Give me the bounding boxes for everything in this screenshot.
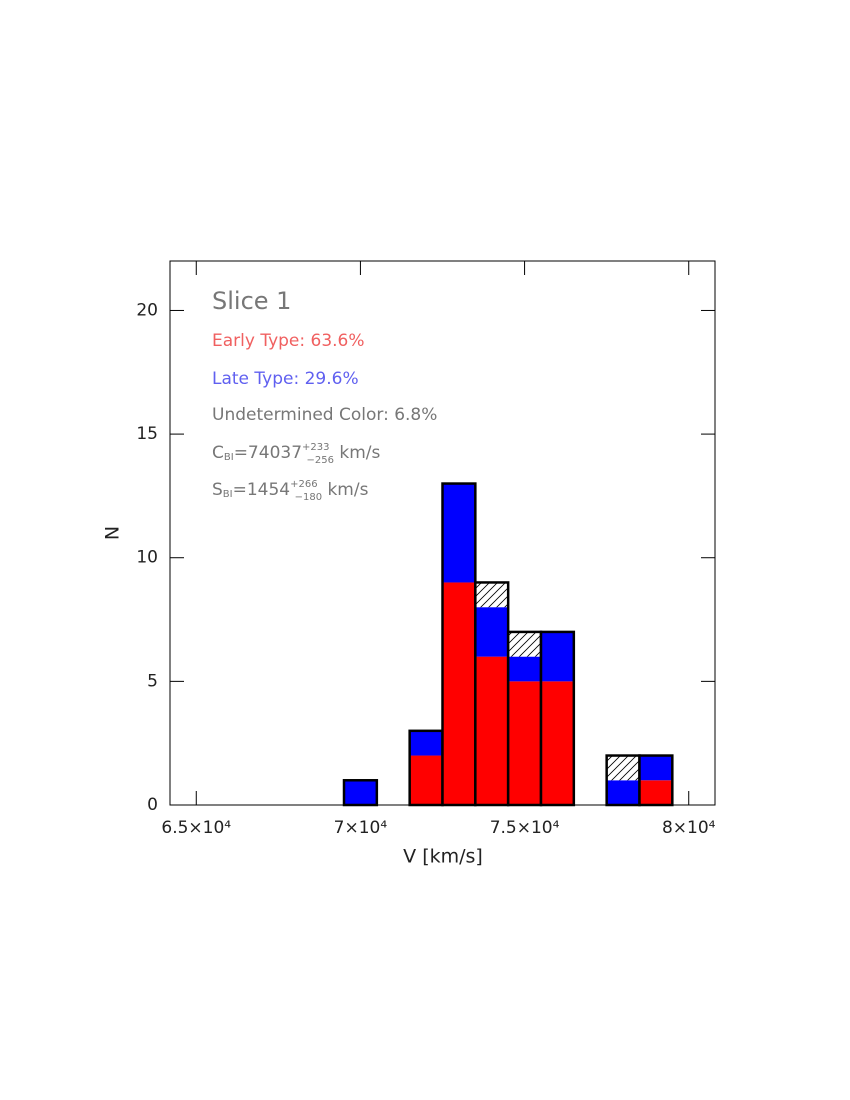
bar-segment bbox=[540, 631, 574, 682]
subscript: BI bbox=[224, 452, 234, 463]
minus-error: −256 bbox=[306, 455, 333, 466]
x-tick-label: 7×10⁴ bbox=[334, 818, 388, 838]
value: =1454 bbox=[233, 480, 291, 500]
slice-label: Slice 1 bbox=[212, 287, 291, 315]
bar-segment bbox=[540, 681, 574, 805]
symbol: S bbox=[212, 480, 223, 500]
bar-outline bbox=[342, 779, 379, 807]
bar-segment bbox=[344, 780, 377, 805]
subscript: BI bbox=[223, 489, 233, 500]
bar-segment bbox=[639, 755, 673, 781]
bar-segment bbox=[508, 656, 541, 682]
bar-segment bbox=[409, 755, 443, 805]
value: =74037 bbox=[234, 443, 302, 463]
minus-error: −180 bbox=[295, 492, 322, 503]
bar-segment bbox=[508, 681, 541, 805]
bar-outline bbox=[539, 630, 576, 807]
y-axis-label: N bbox=[102, 526, 124, 540]
bar-outline bbox=[638, 754, 674, 807]
bar-segment bbox=[475, 607, 509, 657]
plus-error: +266 bbox=[290, 479, 317, 490]
early-label: Early Type: 63.6% bbox=[212, 331, 365, 351]
x-tick-label: 8×10⁴ bbox=[662, 818, 716, 838]
x-tick-label: 6.5×10⁴ bbox=[161, 818, 231, 838]
y-tick-label: 20 bbox=[136, 300, 158, 320]
scale-label: SBI=1454+266 −180 km/s bbox=[212, 479, 369, 503]
bar-segment bbox=[442, 582, 476, 805]
undetermined-label: Undetermined Color: 6.8% bbox=[212, 405, 437, 425]
bar-segment bbox=[475, 656, 509, 805]
bar-segment bbox=[442, 483, 476, 583]
bar-segment bbox=[606, 780, 640, 805]
x-axis-label: V [km/s] bbox=[403, 846, 483, 868]
unit: km/s bbox=[322, 480, 369, 500]
bar-segment bbox=[639, 780, 673, 805]
plus-error: +233 bbox=[302, 442, 329, 453]
bar-segment bbox=[475, 582, 509, 608]
bar-segment bbox=[409, 730, 443, 756]
center-label: CBI=74037+233 −256 km/s bbox=[212, 442, 380, 466]
unit: km/s bbox=[334, 443, 381, 463]
y-tick-label: 15 bbox=[136, 424, 158, 444]
y-tick-label: 5 bbox=[147, 671, 158, 691]
bar-segment bbox=[606, 755, 640, 781]
late-label: Late Type: 29.6% bbox=[212, 369, 359, 389]
x-tick-label: 7.5×10⁴ bbox=[490, 818, 560, 838]
bar-segment bbox=[508, 631, 541, 657]
y-tick-label: 0 bbox=[147, 795, 158, 815]
y-tick-label: 10 bbox=[136, 548, 158, 568]
symbol: C bbox=[212, 443, 224, 463]
